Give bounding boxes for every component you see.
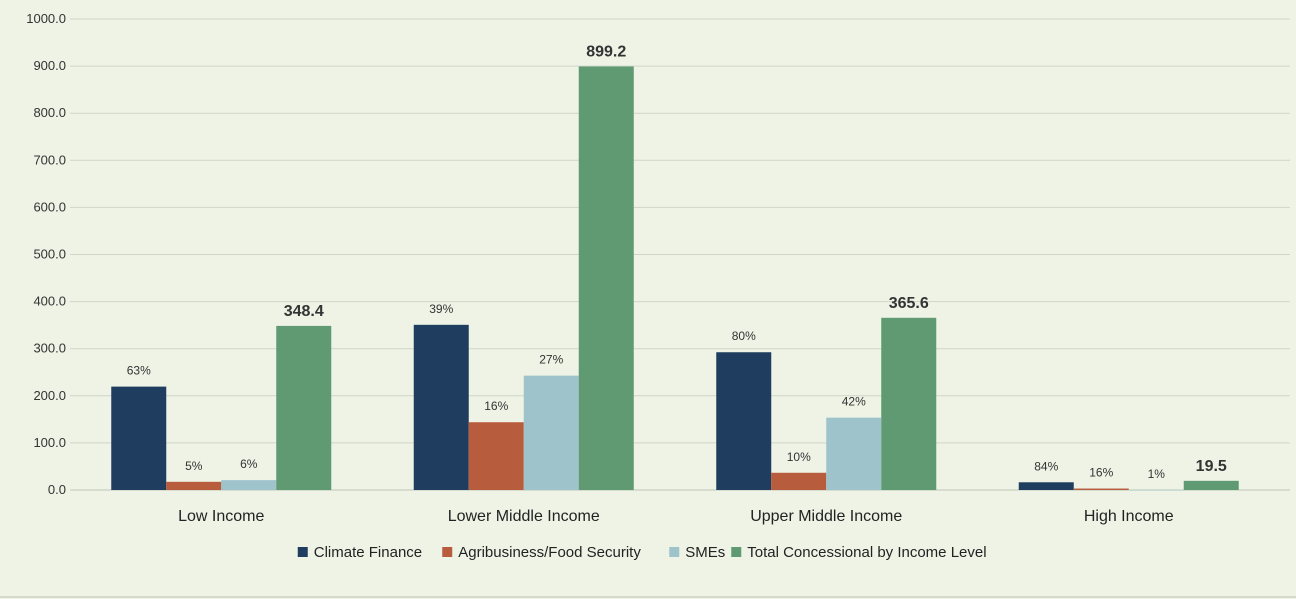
data-label: 80%: [732, 329, 756, 343]
y-axis-ticks: 0.0 100.0 200.0 300.0 400.0 500.0 600.0 700.0 80…: [26, 11, 66, 497]
bar: [1018, 482, 1074, 490]
bar: [1073, 488, 1129, 490]
data-label: 19.5: [1196, 458, 1227, 475]
bar: [716, 352, 772, 490]
data-label: 348.4: [284, 303, 324, 320]
bar: [578, 66, 634, 490]
data-label: 63%: [127, 364, 151, 378]
bar: [111, 386, 167, 490]
data-labels: 63% 5% 6% 348.4 39% 16% 27% 899.2 80% 10% 42% 365.6…: [127, 43, 1227, 480]
y-tick-label: 300.0: [33, 341, 66, 356]
data-label: 39%: [429, 302, 453, 316]
y-tick-label: 1000.0: [26, 11, 66, 26]
data-label: 16%: [484, 399, 508, 413]
bar: [771, 472, 827, 490]
x-tick-label: Low Income: [178, 508, 264, 525]
x-tick-label: High Income: [1084, 508, 1174, 525]
data-label: 1%: [1148, 467, 1166, 481]
data-label: 899.2: [586, 43, 626, 60]
legend-label: Climate Finance: [314, 544, 422, 561]
x-tick-label: Upper Middle Income: [750, 508, 902, 525]
data-label: 6%: [240, 457, 258, 471]
y-tick-label: 700.0: [33, 152, 66, 167]
y-tick-label: 600.0: [33, 199, 66, 214]
bar: [221, 480, 277, 490]
data-label: 27%: [539, 353, 563, 367]
bars: [111, 66, 1239, 491]
bar: [881, 317, 937, 490]
data-label: 16%: [1089, 466, 1113, 480]
gridlines: [70, 18, 1290, 491]
legend-swatch: [669, 547, 680, 557]
y-tick-label: 900.0: [33, 58, 66, 73]
data-label: 365.6: [889, 295, 929, 312]
legend-label: SMEs: [685, 544, 725, 561]
legend-swatch: [731, 547, 742, 557]
x-axis-ticks: Low Income Lower Middle Income Upper Middl…: [178, 508, 1174, 525]
bar: [276, 325, 332, 490]
bar: [166, 481, 222, 490]
data-label: 84%: [1034, 459, 1058, 473]
legend-swatch: [442, 547, 453, 557]
legend-swatch: [297, 547, 308, 557]
legend-label: Total Concessional by Income Level: [747, 544, 986, 561]
y-tick-label: 0.0: [48, 482, 66, 497]
legend: Climate Finance Agribusiness/Food Securit…: [297, 544, 987, 561]
x-tick-label: Lower Middle Income: [448, 508, 600, 525]
bar: [826, 417, 882, 490]
y-tick-label: 200.0: [33, 388, 66, 403]
bar: [413, 324, 469, 490]
bar: [1128, 489, 1184, 491]
data-label: 5%: [185, 459, 203, 473]
y-tick-label: 400.0: [33, 294, 66, 309]
y-tick-label: 800.0: [33, 105, 66, 120]
bar: [523, 375, 579, 490]
y-tick-label: 100.0: [33, 435, 66, 450]
y-tick-label: 500.0: [33, 247, 66, 262]
bar: [1183, 480, 1239, 490]
bar: [468, 422, 524, 490]
legend-label: Agribusiness/Food Security: [458, 544, 641, 561]
data-label: 10%: [787, 450, 811, 464]
data-label: 42%: [842, 395, 866, 409]
